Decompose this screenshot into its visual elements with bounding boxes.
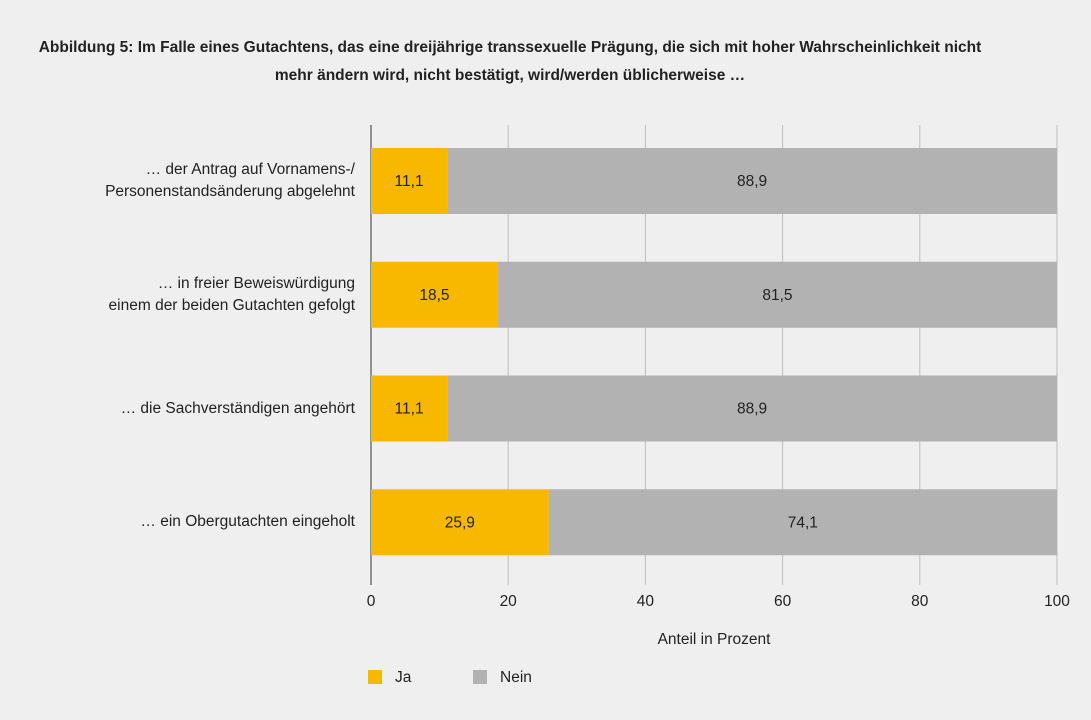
value-label: 88,9 [737,401,767,418]
x-tick-label: 100 [1044,593,1070,610]
value-label: 18,5 [419,287,449,304]
bar-segment [371,375,448,442]
bar-segment [548,489,1057,556]
x-tick-label: 40 [637,593,655,610]
bar-segment [447,375,1057,442]
legend-swatch [473,670,487,684]
value-label: 88,9 [737,173,767,190]
bar-segment [371,261,498,328]
legend-label: Nein [500,669,532,686]
y-tick-label: … in freier Beweiswürdigung einem der be… [108,274,355,314]
chart-title: Abbildung 5: Im Falle eines Gutachtens, … [38,39,982,84]
bar-segment [447,148,1057,214]
x-tick-label: 20 [500,593,518,610]
x-axis-label: Anteil in Prozent [658,631,772,648]
bar-segment [371,148,448,214]
y-tick-label: … der Antrag auf Vornamens-/ Personensta… [105,161,355,200]
x-tick-label: 0 [367,593,376,610]
y-tick-label: … ein Obergutachten eingeholt [140,513,355,531]
value-label: 11,1 [395,401,424,418]
bar-segment [371,489,549,556]
x-tick-label: 60 [774,593,792,610]
y-tick-label: … die Sachverständigen angehört [120,399,355,417]
legend-label: Ja [395,669,412,686]
value-label: 11,1 [395,173,424,190]
value-label: 25,9 [445,514,475,531]
x-tick-label: 80 [911,593,929,610]
value-label: 74,1 [788,514,818,531]
bar-segment [497,261,1057,328]
legend-swatch [368,670,382,684]
value-label: 81,5 [762,287,792,304]
